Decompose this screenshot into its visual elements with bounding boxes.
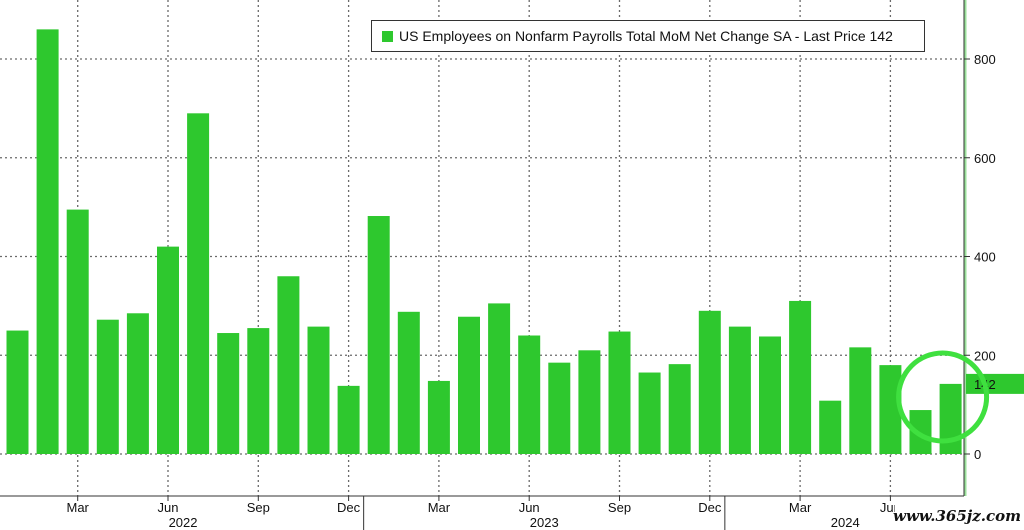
y-tick-label: 200 [974,348,996,363]
bar-may-2023 [488,303,511,454]
axes [0,0,970,530]
x-month-label: Mar [428,500,451,515]
x-month-label: Dec [698,500,722,515]
bar-sep-2022 [247,328,270,454]
bar-sep-2023 [608,331,631,454]
bar-oct-2022 [277,276,300,454]
x-month-label: Dec [337,500,361,515]
x-year-label: 2023 [530,515,559,530]
x-year-label: 2022 [169,515,198,530]
x-month-label: Mar [789,500,812,515]
watermark: www.365jz.com [893,505,1021,527]
bar-dec-2023 [698,310,721,454]
bar-aug-2023 [578,350,601,454]
x-month-label: Jun [158,500,179,515]
bar-may-2022 [126,313,149,454]
legend: US Employees on Nonfarm Payrolls Total M… [371,20,925,52]
bar-may-2024 [849,347,872,454]
bar-jun-2024 [879,365,902,454]
bar-apr-2023 [458,316,480,454]
x-month-label: Sep [247,500,270,515]
y-tick-label: 0 [974,447,981,462]
bar-oct-2023 [638,372,661,454]
y-tick-label: 800 [974,52,996,67]
y-tick-label: 400 [974,250,996,265]
bar-feb-2023 [397,311,420,454]
x-month-label: Mar [67,500,90,515]
bar-apr-2024 [819,400,842,454]
bar-jan-2023 [367,216,390,454]
y-tick-label: 600 [974,151,996,166]
y-tick-labels: 0 200 400 600 800 [974,52,996,462]
bar-jul-2023 [548,362,571,454]
x-year-label: 2024 [831,515,860,530]
legend-label: US Employees on Nonfarm Payrolls Total M… [399,28,893,44]
bar-jan-2024 [728,326,751,454]
x-month-label: Sep [608,500,631,515]
bar-mar-2024 [789,300,812,454]
bar-jul-2022 [187,113,210,454]
legend-swatch [382,30,393,42]
bar-mar-2023 [427,380,450,454]
bar-apr-2022 [96,319,119,454]
bar-feb-2022 [36,29,59,454]
bar-aug-2022 [217,333,240,454]
bar-nov-2022 [307,326,330,454]
bar-jun-2022 [157,246,179,454]
annotations: 142 [896,350,1024,444]
bar-jan-2022 [6,330,29,454]
bar-feb-2024 [759,336,781,454]
x-month-label: Jun [519,500,540,515]
bar-jul-2024 [909,410,932,454]
bar-nov-2023 [668,364,691,454]
highlight-circle [896,350,990,444]
bar-dec-2022 [337,385,360,454]
bars [6,29,962,454]
bar-jun-2023 [518,335,541,454]
bar-mar-2022 [66,209,89,454]
